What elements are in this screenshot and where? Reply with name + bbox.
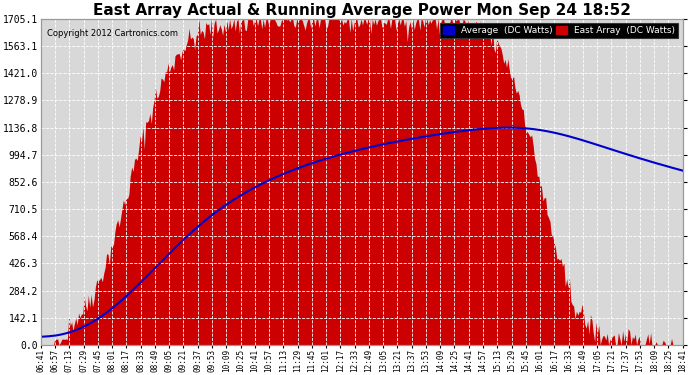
Text: Copyright 2012 Cartronics.com: Copyright 2012 Cartronics.com: [47, 29, 178, 38]
Legend: Average  (DC Watts), East Array  (DC Watts): Average (DC Watts), East Array (DC Watts…: [440, 24, 678, 38]
Title: East Array Actual & Running Average Power Mon Sep 24 18:52: East Array Actual & Running Average Powe…: [92, 3, 631, 18]
